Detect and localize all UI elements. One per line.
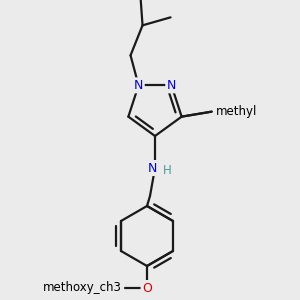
Text: methyl: methyl <box>221 111 226 112</box>
Text: methoxy_ch3: methoxy_ch3 <box>43 281 122 295</box>
Text: methyl: methyl <box>216 105 257 118</box>
Text: N: N <box>167 79 176 92</box>
Text: methyl: methyl <box>214 110 220 111</box>
Text: methyl_stub: methyl_stub <box>220 111 229 112</box>
Text: N: N <box>147 161 157 175</box>
Text: N: N <box>134 79 143 92</box>
Text: H: H <box>163 164 171 178</box>
Text: methyl: methyl <box>213 110 218 111</box>
Text: O: O <box>142 281 152 295</box>
